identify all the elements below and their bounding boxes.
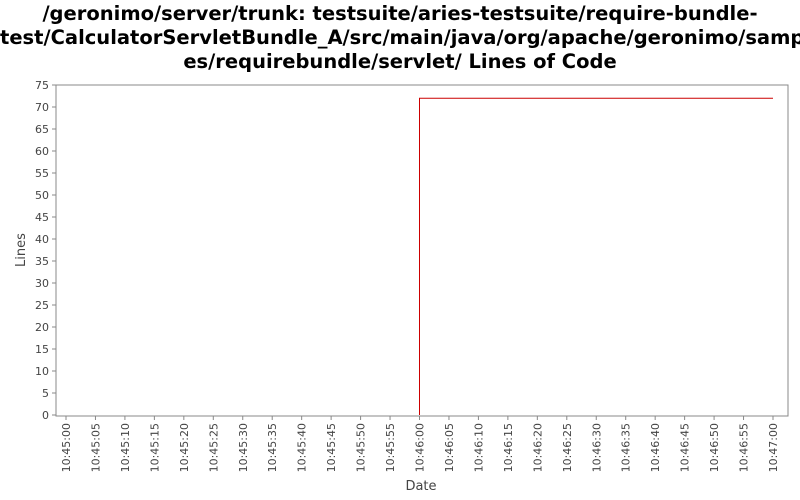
chart-title-line-3: es/requirebundle/servlet/ Lines of Code [183, 50, 617, 73]
y-tick-label: 40 [35, 233, 49, 246]
y-tick-label: 75 [35, 79, 49, 92]
y-tick-label: 55 [35, 167, 49, 180]
y-tick-label: 20 [35, 321, 49, 334]
y-tick-label: 70 [35, 101, 49, 114]
y-tick-label: 15 [35, 343, 49, 356]
y-tick-label: 50 [35, 189, 49, 202]
chart-title-line-1: /geronimo/server/trunk: testsuite/aries-… [42, 2, 758, 25]
plot-area [55, 84, 789, 417]
x-tick-label: 10:47:00 [767, 423, 780, 472]
x-tick-label: 10:45:05 [89, 423, 102, 472]
x-tick-label: 10:46:45 [679, 423, 692, 472]
y-tick-label: 0 [42, 409, 49, 422]
x-tick-label: 10:46:35 [620, 423, 633, 472]
x-tick-label: 10:46:10 [472, 423, 485, 472]
y-tick-label: 60 [35, 145, 49, 158]
x-tick-label: 10:45:10 [119, 423, 132, 472]
x-tick-label: 10:45:45 [325, 423, 338, 472]
x-axis: 10:45:00 10:45:05 10:45:10 10:45:15 10:45:20… [60, 416, 780, 472]
series-line-0 [419, 97, 773, 415]
y-axis: 0 5 10 15 20 25 30 35 40 45 50 55 60 65 70 75 [35, 79, 56, 422]
y-tick-label: 45 [35, 211, 49, 224]
chart-title: /geronimo/server/trunk: testsuite/aries-… [0, 2, 800, 74]
x-tick-label: 10:46:55 [738, 423, 751, 472]
x-tick-label: 10:46:30 [590, 423, 603, 472]
series-group [419, 97, 773, 415]
x-tick-label: 10:46:15 [502, 423, 515, 472]
x-tick-label: 10:45:25 [207, 423, 220, 472]
x-tick-label: 10:45:15 [148, 423, 161, 472]
x-tick-label: 10:46:05 [443, 423, 456, 472]
y-tick-label: 10 [35, 365, 49, 378]
y-tick-label: 5 [42, 387, 49, 400]
x-tick-label: 10:46:00 [414, 423, 427, 472]
x-tick-label: 10:46:20 [531, 423, 544, 472]
y-tick-label: 25 [35, 299, 49, 312]
x-tick-label: 10:45:50 [355, 423, 368, 472]
x-axis-label: Date [405, 479, 436, 494]
x-tick-label: 10:46:50 [708, 423, 721, 472]
x-tick-label: 10:46:25 [561, 423, 574, 472]
x-tick-label: 10:45:00 [60, 423, 73, 472]
x-tick-label: 10:46:40 [649, 423, 662, 472]
y-tick-label: 35 [35, 255, 49, 268]
x-tick-label: 10:45:30 [237, 423, 250, 472]
x-tick-label: 10:45:40 [296, 423, 309, 472]
x-tick-label: 10:45:20 [178, 423, 191, 472]
y-tick-label: 65 [35, 123, 49, 136]
y-tick-label: 30 [35, 277, 49, 290]
y-axis-label: Lines [14, 233, 29, 267]
chart-title-line-2: test/CalculatorServletBundle_A/src/main/… [0, 26, 800, 49]
x-tick-label: 10:45:35 [266, 423, 279, 472]
x-tick-label: 10:45:55 [384, 423, 397, 472]
